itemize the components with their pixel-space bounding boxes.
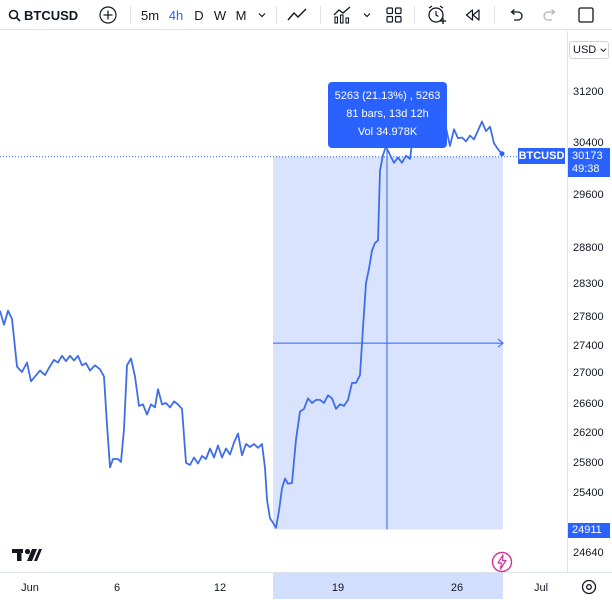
toolbar-divider <box>276 6 277 24</box>
replay-button[interactable] <box>460 0 486 30</box>
toolbar-divider <box>130 6 131 24</box>
measure-range-time-highlight <box>273 573 503 599</box>
indicators-icon <box>333 6 351 24</box>
undo-button[interactable] <box>504 0 528 30</box>
time-tick-label: 26 <box>451 582 463 594</box>
chevron-down-icon <box>600 48 607 52</box>
chart-canvas[interactable]: 31200 30400 29600 28800 28300 27800 27400 27000… <box>0 31 612 600</box>
price-tick-label: 28800 <box>573 242 604 254</box>
arrow-right-icon <box>497 338 504 348</box>
symbol-badge: BTCUSD <box>518 148 565 164</box>
price-tick-label: 25400 <box>573 487 604 499</box>
price-tick-label: 27400 <box>573 340 604 352</box>
currency-label: USD <box>573 44 597 56</box>
square-icon <box>578 7 594 23</box>
timeframe-w[interactable]: W <box>213 7 227 23</box>
price-tick-label: 25800 <box>573 457 604 469</box>
price-tick-label: 30400 <box>573 137 604 149</box>
price-tick-label: 26200 <box>573 427 604 439</box>
time-tick-label: 6 <box>114 582 120 594</box>
symbol-name: BTCUSD <box>24 7 79 23</box>
price-tick-label: 28300 <box>573 278 604 290</box>
tooltip-volume: Vol 34.978K <box>357 126 418 138</box>
last-price-marker <box>499 151 505 157</box>
plus-circle-icon <box>99 6 117 24</box>
gear-icon[interactable] <box>580 578 598 596</box>
alarm-clock-icon <box>428 5 446 24</box>
line-chart-icon <box>287 8 307 21</box>
indicators-dropdown[interactable] <box>360 0 374 30</box>
price-tick-label: 27000 <box>573 367 604 379</box>
time-tick-label: Jun <box>21 582 39 594</box>
time-tick-label: 19 <box>332 582 344 594</box>
price-tick-label: 27800 <box>573 311 604 323</box>
timeframe-dropdown[interactable] <box>254 0 270 30</box>
alert-button[interactable] <box>424 0 450 30</box>
layout-button[interactable] <box>382 0 406 30</box>
fullscreen-button[interactable] <box>574 0 598 30</box>
price-tick-label: 24640 <box>573 547 604 559</box>
chart-type-button[interactable] <box>284 0 310 30</box>
current-price: 30173 <box>572 150 603 162</box>
top-toolbar: BTCUSD 5m 4h D W M <box>0 0 612 30</box>
timeframe-4h[interactable]: 4h <box>168 7 184 23</box>
time-tick-label: 12 <box>214 582 226 594</box>
timeframe-d[interactable]: D <box>194 7 204 23</box>
indicators-button[interactable] <box>330 0 354 30</box>
symbol-search-button[interactable]: BTCUSD <box>8 0 80 30</box>
timeframe-5m[interactable]: 5m <box>140 7 160 23</box>
tradingview-logo[interactable] <box>12 547 42 563</box>
current-price-badge: 30173 49:38 <box>568 148 610 177</box>
currency-select[interactable]: USD <box>569 41 609 59</box>
price-tick-label: 31200 <box>573 86 604 98</box>
grid-layout-icon <box>386 7 402 23</box>
toolbar-divider <box>414 6 415 24</box>
measure-tooltip: 5263 (21.13%) , 5263 81 bars, 13d 12h Vo… <box>328 82 447 148</box>
rewind-icon <box>465 9 480 21</box>
redo-button[interactable] <box>538 0 562 30</box>
range-low-badge: 24911 <box>568 523 610 538</box>
time-tick-label: Jul <box>534 582 548 594</box>
chevron-down-icon <box>363 13 371 18</box>
tooltip-change: 5263 (21.13%) , 5263 <box>334 90 441 102</box>
bar-countdown: 49:38 <box>572 163 600 175</box>
timeframe-m[interactable]: M <box>235 7 247 23</box>
chevron-down-icon <box>258 13 266 18</box>
lightning-icon[interactable] <box>491 551 513 573</box>
tooltip-bars: 81 bars, 13d 12h <box>346 108 429 120</box>
price-tick-label: 29600 <box>573 189 604 201</box>
toolbar-divider <box>320 6 321 24</box>
redo-icon <box>543 9 556 21</box>
undo-icon <box>510 9 523 21</box>
price-tick-label: 26600 <box>573 398 604 410</box>
compare-symbol-button[interactable] <box>96 0 120 30</box>
search-icon <box>8 9 21 22</box>
toolbar-divider <box>494 6 495 24</box>
